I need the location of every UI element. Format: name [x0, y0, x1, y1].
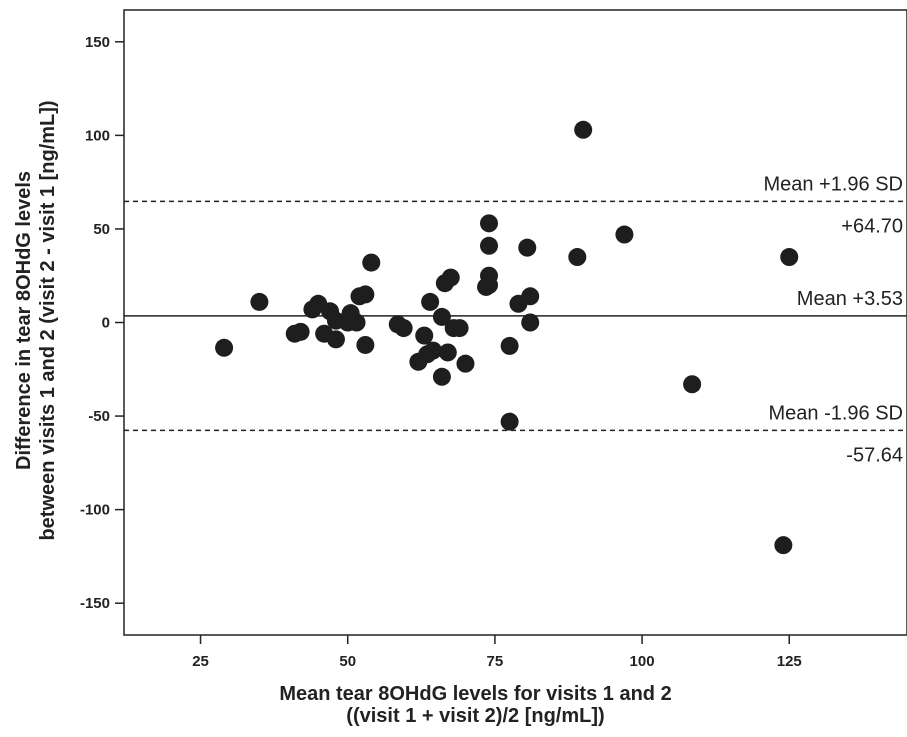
- reference-line-label: Mean -1.96 SD: [768, 402, 903, 424]
- data-point: [394, 319, 413, 338]
- reference-line-label: Mean +3.53: [797, 288, 903, 310]
- data-point: [347, 313, 366, 332]
- data-point: [780, 248, 799, 267]
- data-point: [415, 326, 434, 345]
- y-tick-label: 100: [85, 127, 110, 144]
- y-tick-label: -50: [88, 408, 110, 425]
- x-tick-label: 125: [777, 653, 802, 670]
- data-point: [500, 336, 519, 355]
- data-point: [291, 322, 310, 341]
- y-axis-title-line: Difference in tear 8OHdG levels: [13, 171, 35, 470]
- data-point: [215, 338, 234, 357]
- x-axis-title: Mean tear 8OHdG levels for visits 1 and …: [279, 683, 671, 727]
- data-point: [421, 292, 440, 311]
- y-tick-label: -100: [80, 502, 110, 519]
- x-axis-ticks: 25 50 75 100 125: [192, 635, 802, 670]
- x-tick-label: 50: [339, 653, 356, 670]
- y-axis-title: Difference in tear 8OHdG levels between v…: [13, 100, 59, 540]
- y-axis-ticks: 150 100 50 0 -50 -100 -150: [80, 34, 124, 612]
- x-axis-title-line: Mean tear 8OHdG levels for visits 1 and …: [279, 683, 671, 705]
- data-point: [500, 412, 519, 431]
- y-tick-label: 0: [102, 315, 110, 332]
- y-tick-label: 150: [85, 34, 110, 51]
- y-tick-label: -150: [80, 595, 110, 612]
- y-axis-title-line: between visits 1 and 2 (visit 2 - visit …: [37, 100, 59, 540]
- data-point: [615, 225, 634, 244]
- x-tick-label: 75: [487, 653, 504, 670]
- reference-lines: Mean +1.96 SD +64.70 Mean +3.53 Mean -1.96 …: [124, 173, 907, 466]
- x-tick-label: 100: [630, 653, 655, 670]
- x-axis-title-line: ((visit 1 + visit 2)/2 [ng/mL]): [346, 705, 604, 727]
- data-point: [450, 319, 469, 338]
- data-point: [521, 287, 540, 306]
- plot-frame: [123, 9, 907, 636]
- data-point: [568, 248, 587, 267]
- data-point: [456, 354, 475, 373]
- data-point: [574, 120, 593, 139]
- reference-line-label: Mean +1.96 SD: [763, 173, 903, 195]
- data-point: [441, 268, 460, 287]
- data-point: [521, 313, 540, 332]
- reference-line-value: -57.64: [846, 444, 903, 466]
- data-point: [250, 292, 269, 311]
- data-point: [432, 307, 451, 326]
- data-point: [326, 330, 345, 349]
- data-point: [424, 341, 443, 360]
- data-point: [683, 375, 702, 394]
- data-point: [362, 253, 381, 272]
- data-point: [774, 536, 793, 555]
- reference-line-value: +64.70: [841, 215, 903, 237]
- data-point: [432, 367, 451, 386]
- data-points: [215, 120, 799, 555]
- x-tick-label: 25: [192, 653, 209, 670]
- data-point: [480, 214, 499, 233]
- y-tick-label: 50: [93, 221, 110, 238]
- data-point: [356, 335, 375, 354]
- data-point: [480, 236, 499, 255]
- data-point: [438, 343, 457, 362]
- data-point: [518, 238, 537, 257]
- data-point: [480, 266, 499, 285]
- data-point: [356, 285, 375, 304]
